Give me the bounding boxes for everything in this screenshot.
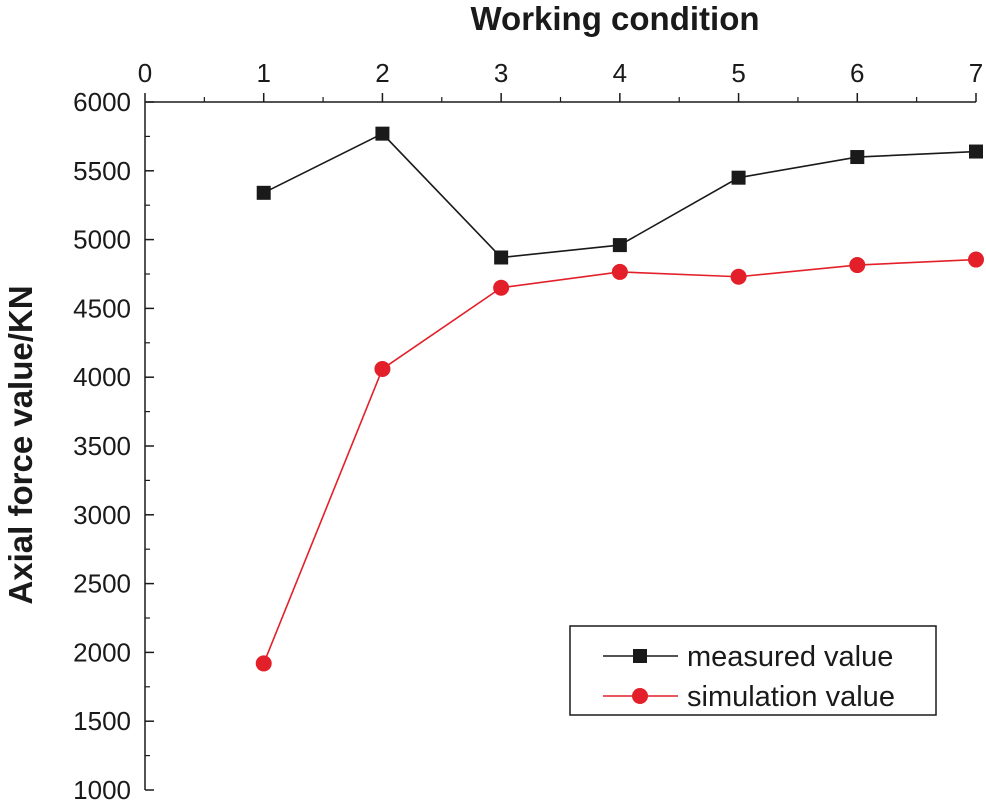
y-tick-label: 2500	[73, 569, 131, 599]
y-tick-label: 5500	[73, 156, 131, 186]
y-tick-label: 5000	[73, 225, 131, 255]
circle-marker	[611, 263, 628, 280]
y-tick-label: 1000	[73, 775, 131, 804]
legend-label: simulation value	[687, 681, 895, 713]
y-tick-group: 6000 5500 5000 4500 4000 3500 3000 2500 2000 1500…	[73, 87, 154, 804]
x-tick-label: 7	[969, 58, 983, 88]
circle-marker	[255, 655, 272, 672]
x-tick-label: 4	[613, 58, 627, 88]
square-marker	[612, 238, 627, 253]
series-line-1	[262, 258, 977, 664]
circle-marker	[730, 268, 747, 285]
y-tick-label: 1500	[73, 706, 131, 736]
y-tick-label: 4000	[73, 362, 131, 392]
y-axis-title: Axial force value/KN	[2, 285, 39, 604]
square-marker	[731, 170, 746, 185]
square-marker	[850, 150, 865, 165]
x-tick-group: 0 1 2 3 4 5 6 7	[138, 58, 983, 102]
x-tick-label: 3	[494, 58, 508, 88]
legend-circle-marker	[632, 688, 648, 704]
square-marker	[969, 144, 983, 159]
square-marker	[494, 250, 509, 265]
legend-box	[569, 625, 937, 716]
circle-marker	[968, 251, 984, 268]
circle-marker	[849, 257, 866, 274]
square-marker	[256, 185, 271, 200]
x-tick-label: 0	[138, 58, 152, 88]
x-tick-label: 6	[850, 58, 864, 88]
square-marker	[375, 126, 390, 141]
x-tick-label: 1	[256, 58, 270, 88]
y-tick-label: 2000	[73, 637, 131, 667]
y-tick-label: 3000	[73, 500, 131, 530]
circle-marker	[374, 360, 391, 377]
y-tick-label: 4500	[73, 293, 131, 323]
y-tick-label: 3500	[73, 431, 131, 461]
circle-marker	[493, 279, 510, 296]
x-tick-label: 5	[731, 58, 745, 88]
legend: measured value simulation value	[569, 625, 937, 716]
x-axis-title: Working condition	[470, 0, 759, 37]
x-tick-label: 2	[375, 58, 389, 88]
y-tick-label: 6000	[73, 87, 131, 117]
legend-square-marker	[633, 649, 647, 663]
legend-label: measured value	[687, 641, 893, 673]
series-layer	[255, 126, 984, 672]
